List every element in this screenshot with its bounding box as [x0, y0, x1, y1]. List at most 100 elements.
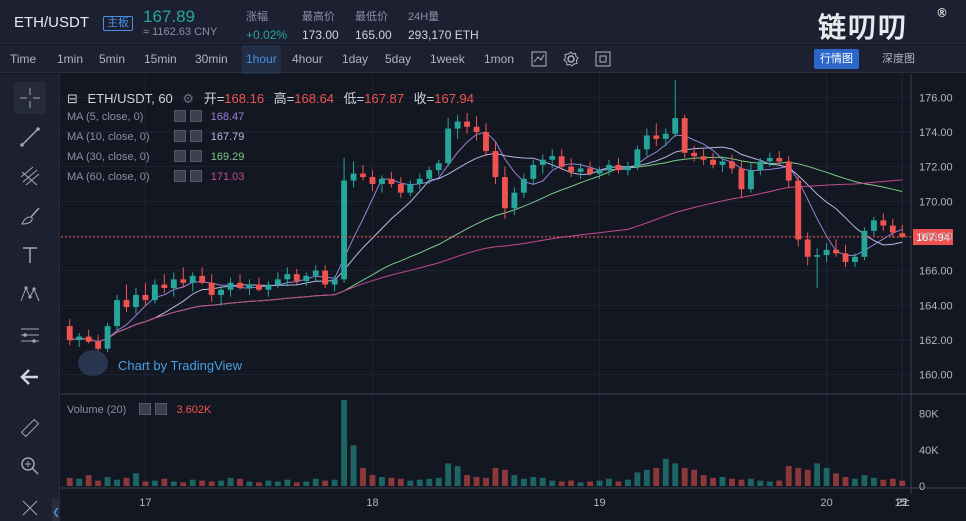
collapse-toolbar-chevron-icon[interactable]: ❮	[52, 499, 60, 521]
interval-1min[interactable]: 1min	[57, 52, 84, 66]
volume-bar	[738, 479, 745, 486]
indicators-icon[interactable]	[530, 50, 548, 68]
candle-body	[331, 279, 338, 285]
interval-30min[interactable]: 30min	[195, 52, 228, 66]
interval-1week[interactable]: 1week	[430, 52, 465, 66]
low-label: 低=	[343, 91, 365, 106]
volume-bar	[227, 477, 234, 486]
low-value: 167.87	[364, 91, 405, 106]
interval-1mon[interactable]: 1mon	[484, 52, 515, 66]
depth-view-button[interactable]: 深度图	[876, 49, 921, 69]
ohlc-open: 开=168.16	[204, 91, 264, 106]
candle-body	[170, 279, 177, 288]
stat-label: 24H量	[408, 11, 440, 23]
candle-body	[104, 326, 111, 349]
ma5-legend: MA (5, close, 0) 168.47	[67, 110, 244, 123]
candle-body	[795, 180, 802, 240]
interval-4hour[interactable]: 4hour	[292, 52, 323, 66]
volume-tick-label: 0	[919, 481, 925, 493]
interval-15min[interactable]: 15min	[144, 52, 177, 66]
brand-logo: 链叨叨 ®	[818, 6, 958, 44]
interval-5min[interactable]: 5min	[99, 52, 126, 66]
fullscreen-icon-svg	[595, 51, 611, 67]
stat-label: 最低价	[355, 11, 388, 23]
volume-bar	[256, 482, 262, 486]
candle-body	[76, 336, 83, 340]
interval-5day[interactable]: 5day	[385, 52, 412, 66]
volume-bar	[795, 467, 802, 486]
brush-icon	[21, 207, 40, 225]
candle-body	[700, 156, 707, 160]
ma-label: MA (30, close, 0)	[67, 151, 150, 163]
candle-body	[142, 294, 149, 301]
back-arrow-tool[interactable]	[14, 361, 46, 393]
ma-close-icon[interactable]	[189, 110, 202, 122]
candle-body	[95, 341, 102, 349]
candle-body	[823, 249, 830, 256]
volume-bar	[615, 481, 622, 486]
settings-gear-icon[interactable]	[562, 50, 580, 68]
volume-legend: Volume (20) 3.602K	[67, 403, 211, 416]
pair-title[interactable]: ETH/USDT	[14, 14, 89, 31]
pitchfork-tool[interactable]	[14, 160, 46, 192]
ma-value: 168.47	[210, 111, 245, 123]
volume-bar	[766, 481, 773, 486]
volume-bar	[416, 479, 423, 486]
volume-bar	[85, 475, 92, 486]
volume-bar	[681, 467, 688, 486]
price-tick-label: 172.00	[919, 162, 953, 174]
ma-value: 167.79	[210, 131, 245, 143]
time-label[interactable]: Time	[10, 52, 37, 66]
interval-1day[interactable]: 1day	[342, 52, 369, 66]
kline-view-button[interactable]: 行情图	[814, 49, 859, 69]
zoom-in-tool[interactable]	[14, 450, 46, 482]
volume-bar	[558, 481, 565, 486]
fullscreen-icon[interactable]	[594, 50, 612, 68]
candle-body	[520, 178, 527, 193]
candle-body	[842, 253, 849, 262]
tradingview-watermark[interactable]: Chart by TradingView	[118, 358, 243, 373]
volume-close-icon[interactable]	[155, 403, 168, 415]
volume-bar	[889, 478, 896, 486]
candle-body	[265, 284, 272, 290]
ma-close-icon[interactable]	[189, 130, 202, 142]
candle-body	[634, 149, 641, 167]
symbol-interval-label: ETH/USDT, 60	[87, 91, 173, 106]
date-tick-label: 15:	[895, 497, 910, 509]
brush-tool[interactable]	[14, 200, 46, 232]
volume-bar	[208, 481, 215, 486]
volume-bar	[814, 463, 821, 486]
trendline-tool[interactable]	[14, 121, 46, 153]
candle-body	[133, 294, 139, 308]
candle-body	[303, 275, 310, 282]
volume-bar	[170, 481, 177, 486]
settings-small-icon[interactable]: ⚙	[182, 91, 195, 106]
forecast-tool[interactable]	[14, 319, 46, 351]
ma-settings-icon[interactable]	[173, 110, 186, 122]
volume-bar	[151, 480, 158, 486]
crosshair-tool[interactable]	[14, 82, 46, 114]
volume-bar	[861, 475, 868, 486]
open-label: 开=	[203, 91, 225, 106]
ruler-tool[interactable]	[14, 412, 46, 444]
ma-settings-icon[interactable]	[173, 150, 186, 162]
ma-settings-icon[interactable]	[173, 170, 186, 182]
text-tool[interactable]	[14, 239, 46, 271]
zoom-in-icon	[21, 457, 39, 475]
interval-1hour[interactable]: 1hour	[242, 45, 281, 74]
volume-settings-icon[interactable]	[139, 403, 152, 415]
magnet-tool[interactable]	[14, 492, 46, 521]
ma-close-icon[interactable]	[189, 170, 202, 182]
crosshair-icon	[20, 88, 40, 108]
ma-settings-icon[interactable]	[173, 130, 186, 142]
volume-bar	[350, 445, 357, 486]
ma-close-icon[interactable]	[189, 150, 202, 162]
close-label: 收=	[413, 91, 435, 106]
collapse-legend-icon[interactable]: ⊟	[67, 91, 78, 106]
stat-change: 涨幅 +0.02%	[246, 8, 287, 42]
pattern-tool[interactable]	[14, 278, 46, 310]
stat-value: 293,170 ETH	[408, 28, 479, 42]
pattern-icon	[20, 286, 40, 302]
candle-body	[161, 284, 168, 288]
